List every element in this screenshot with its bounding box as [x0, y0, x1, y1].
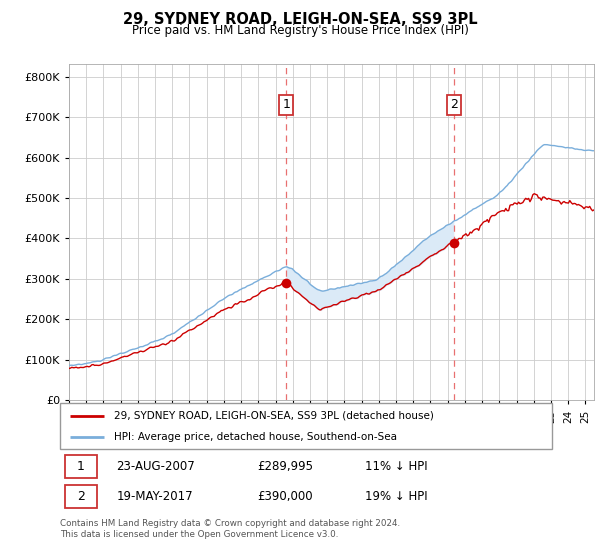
Text: 11% ↓ HPI: 11% ↓ HPI — [365, 460, 428, 473]
Text: 2: 2 — [450, 99, 458, 111]
Text: 23-AUG-2007: 23-AUG-2007 — [116, 460, 196, 473]
Text: 19-MAY-2017: 19-MAY-2017 — [116, 490, 193, 503]
Text: 1: 1 — [282, 99, 290, 111]
FancyBboxPatch shape — [65, 455, 97, 478]
Text: Price paid vs. HM Land Registry's House Price Index (HPI): Price paid vs. HM Land Registry's House … — [131, 24, 469, 37]
FancyBboxPatch shape — [65, 486, 97, 508]
Text: 19% ↓ HPI: 19% ↓ HPI — [365, 490, 428, 503]
Text: £289,995: £289,995 — [257, 460, 313, 473]
Text: 2: 2 — [77, 490, 85, 503]
Text: 1: 1 — [77, 460, 85, 473]
Text: £390,000: £390,000 — [257, 490, 313, 503]
Text: 29, SYDNEY ROAD, LEIGH-ON-SEA, SS9 3PL: 29, SYDNEY ROAD, LEIGH-ON-SEA, SS9 3PL — [122, 12, 478, 27]
Text: Contains HM Land Registry data © Crown copyright and database right 2024.
This d: Contains HM Land Registry data © Crown c… — [60, 519, 400, 539]
Text: HPI: Average price, detached house, Southend-on-Sea: HPI: Average price, detached house, Sout… — [114, 432, 397, 442]
Text: 29, SYDNEY ROAD, LEIGH-ON-SEA, SS9 3PL (detached house): 29, SYDNEY ROAD, LEIGH-ON-SEA, SS9 3PL (… — [114, 410, 434, 421]
